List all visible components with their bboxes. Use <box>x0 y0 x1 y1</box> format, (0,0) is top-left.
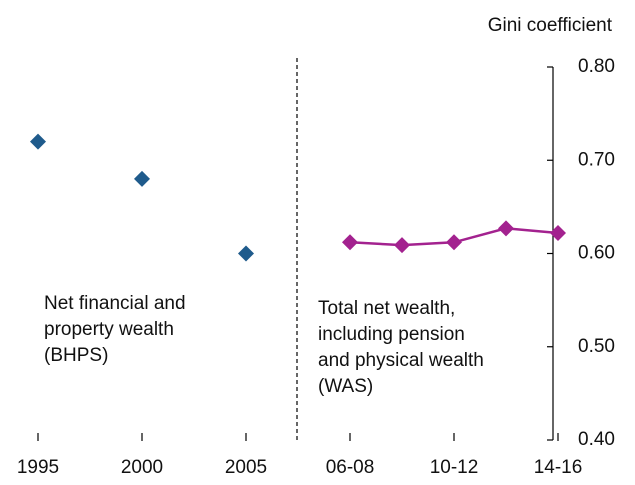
annotation: (WAS) <box>318 376 373 397</box>
y-tick-label: 0.80 <box>578 56 615 77</box>
x-tick-label: 06-08 <box>326 457 375 478</box>
annotation: property wealth <box>44 319 174 340</box>
marker <box>30 133 46 150</box>
x-tick-label: 10-12 <box>430 457 479 478</box>
annotation: including pension <box>318 324 465 345</box>
marker <box>238 245 254 262</box>
marker <box>394 237 410 254</box>
marker <box>446 234 462 251</box>
y-tick-label: 0.50 <box>578 336 615 357</box>
marker <box>498 220 514 237</box>
x-tick-label: 14-16 <box>534 457 583 478</box>
annotation: Total net wealth, <box>318 298 455 319</box>
y-tick-label: 0.60 <box>578 243 615 264</box>
annotation: Net financial and <box>44 293 186 314</box>
marker <box>342 234 358 251</box>
y-tick-label: 0.40 <box>578 429 615 450</box>
annotation: and physical wealth <box>318 350 484 371</box>
marker <box>134 170 150 187</box>
annotation: (BHPS) <box>44 345 108 366</box>
x-tick-label: 2000 <box>121 457 163 478</box>
y-tick-label: 0.70 <box>578 149 615 170</box>
x-tick-label: 1995 <box>17 457 59 478</box>
x-tick-label: 2005 <box>225 457 267 478</box>
marker <box>550 224 566 241</box>
y-axis-label: Gini coefficient <box>488 15 613 36</box>
